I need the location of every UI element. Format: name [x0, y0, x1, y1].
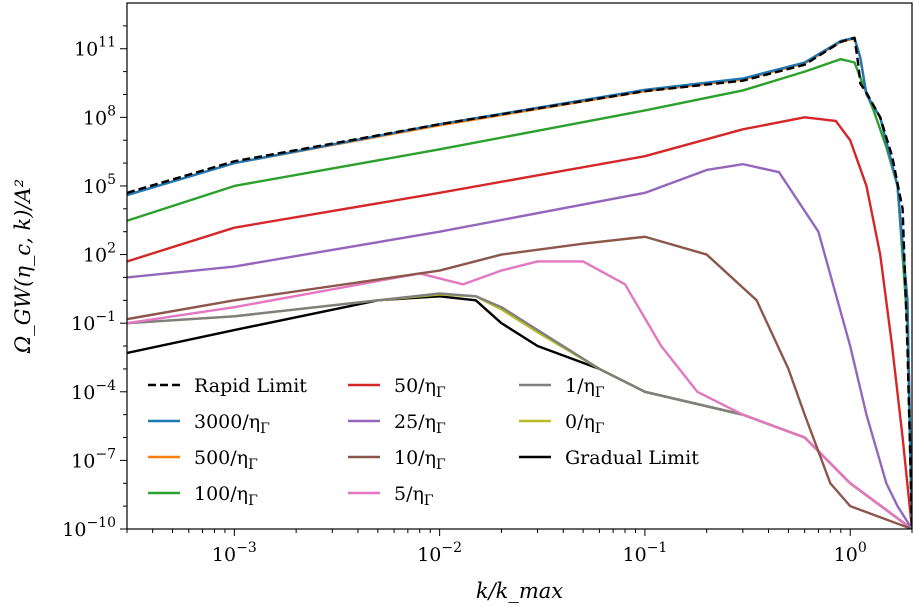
- y-tick-label: 10−10: [62, 515, 116, 541]
- legend-label-rapid-limit: Rapid Limit: [194, 375, 307, 397]
- legend-label-50: 50/ηΓ: [394, 375, 446, 401]
- y-tick-label: 10−1: [71, 309, 116, 335]
- axes: 10−3 10−2 10−1 100 10−10 10−7 10−4 10−1 102 105 10…: [62, 2, 913, 566]
- legend-label-500: 500/ηΓ: [194, 447, 258, 473]
- series-line-rapid-limit: [127, 36, 912, 529]
- legend-label-25: 25/ηΓ: [394, 411, 446, 437]
- y-tick-label: 10−7: [71, 446, 116, 472]
- y-tick-label: 105: [83, 172, 116, 198]
- plot-frame: [126, 2, 913, 530]
- x-tick-label: 10−1: [623, 540, 668, 566]
- y-tick-label: 108: [83, 103, 116, 129]
- legend-label-100: 100/ηΓ: [194, 483, 258, 509]
- legend-label-0: 0/ηΓ: [565, 411, 605, 437]
- legend-label-1: 1/ηΓ: [565, 375, 605, 401]
- series-line-10: [127, 235, 912, 529]
- series-line-5: [127, 260, 912, 529]
- y-tick-label: 102: [83, 241, 116, 267]
- legend-label-10: 10/ηΓ: [394, 447, 446, 473]
- y-axis-label: Ω_GW(η_c, k)/A²: [11, 179, 35, 354]
- x-tick-label: 100: [834, 540, 867, 566]
- series-line-50: [127, 116, 912, 529]
- x-axis-label: k/k_max: [476, 579, 563, 603]
- y-tick-label: 1011: [74, 35, 116, 61]
- legend-label-5: 5/ηΓ: [394, 483, 434, 509]
- legend-label-3000: 3000/ηΓ: [194, 411, 270, 437]
- series-line-25: [127, 162, 912, 529]
- y-tick-label: 10−4: [71, 378, 116, 404]
- legend: Rapid Limit 3000/ηΓ 500/ηΓ 100/ηΓ 50/ηΓ 25/ηΓ…: [148, 375, 699, 509]
- plot-area: [127, 36, 912, 529]
- x-tick-label: 10−3: [212, 540, 257, 566]
- x-tick-label: 10−2: [417, 540, 462, 566]
- legend-label-gradual-limit: Gradual Limit: [565, 447, 699, 469]
